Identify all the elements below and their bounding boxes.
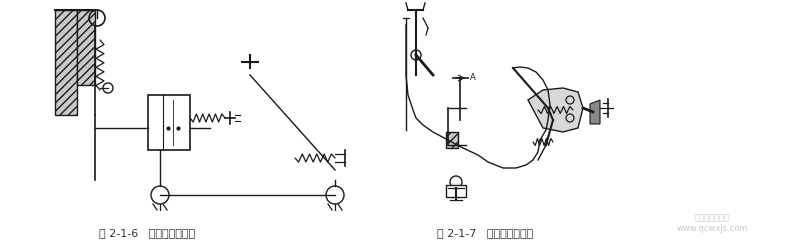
Polygon shape [590, 100, 600, 124]
Text: 汽车维修技术网
www.qcwxjs.com: 汽车维修技术网 www.qcwxjs.com [677, 213, 748, 233]
Text: 图 2-1-6   杆系式操纵机构: 图 2-1-6 杆系式操纵机构 [100, 228, 195, 238]
Bar [55, 10, 77, 115]
Text: 图 2-1-7   拉索式操纵机构: 图 2-1-7 拉索式操纵机构 [438, 228, 533, 238]
Bar [148, 95, 190, 150]
Bar [77, 10, 95, 85]
Text: A: A [470, 73, 476, 83]
Bar [446, 185, 466, 197]
Bar [446, 132, 458, 148]
Polygon shape [528, 88, 583, 132]
